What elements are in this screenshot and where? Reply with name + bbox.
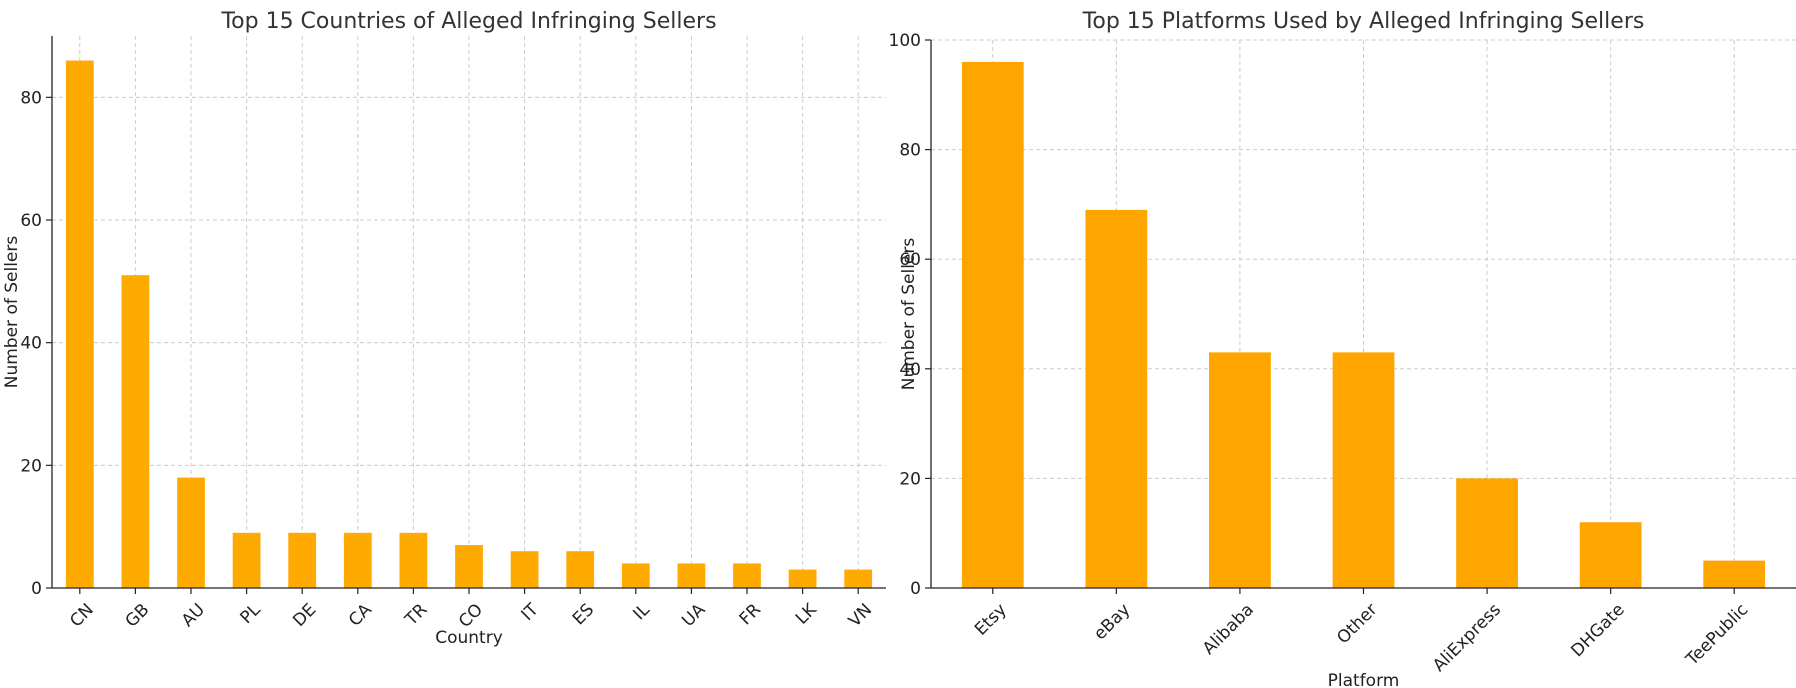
x-tick-label: LK (792, 599, 821, 628)
bar-DE (288, 532, 317, 588)
x-tick-label: UA (678, 600, 709, 631)
x-tick-label: IL (629, 600, 654, 625)
bar-LK (788, 569, 817, 588)
x-tick-label: VN (845, 600, 876, 631)
y-tick-label: 60 (899, 250, 921, 270)
bar-Etsy (961, 61, 1024, 589)
y-tick-label: 40 (899, 360, 921, 380)
bar-CO (455, 545, 483, 588)
x-tick-label: AliExpress (1429, 600, 1505, 676)
chart-title: Top 15 Platforms Used by Alleged Infring… (1082, 9, 1645, 34)
x-tick-label: Other (1333, 600, 1381, 648)
x-tick-label: IT (518, 599, 543, 624)
bar-DHGate (1579, 522, 1642, 588)
x-tick-label: TR (401, 600, 432, 631)
bar-VN (844, 569, 873, 588)
y-tick-label: 0 (910, 579, 921, 599)
bar-CN (65, 60, 94, 589)
y-tick-label: 60 (20, 211, 42, 231)
x-tick-label: eBay (1090, 600, 1134, 644)
x-axis-label: Platform (1328, 671, 1400, 688)
bar-PL (232, 532, 261, 588)
y-tick-label: 0 (31, 579, 42, 599)
x-tick-label: Alibaba (1199, 600, 1258, 659)
y-axis-label: Number of Sellers (899, 238, 919, 391)
x-tick-label: CA (345, 600, 376, 631)
bar-Alibaba (1209, 352, 1271, 588)
x-tick-label: TeePublic (1682, 600, 1753, 671)
bar-IL (621, 563, 650, 588)
bar-TeePublic (1703, 560, 1766, 588)
bar-UA (677, 563, 706, 588)
x-tick-label: DE (289, 600, 320, 631)
y-tick-label: 100 (889, 31, 921, 51)
x-tick-label: DHGate (1567, 600, 1628, 661)
x-tick-label: AU (178, 600, 209, 631)
y-tick-label: 40 (20, 334, 42, 354)
bar-GB (121, 275, 150, 588)
bar-AU (177, 477, 205, 588)
y-tick-label: 20 (899, 469, 921, 489)
bar-ES (566, 551, 595, 588)
y-tick-label: 80 (20, 88, 42, 108)
x-tick-label: PL (237, 600, 265, 628)
x-tick-label: CN (66, 600, 98, 632)
bar-CA (343, 532, 372, 588)
bar-FR (733, 563, 761, 588)
bar-Other (1332, 352, 1395, 588)
chart-title: Top 15 Countries of Alleged Infringing S… (220, 9, 716, 34)
x-axis-label: Country (435, 628, 503, 648)
y-tick-label: 20 (20, 456, 42, 476)
y-axis-label: Number of Sellers (2, 236, 22, 389)
bar-IT (510, 551, 539, 588)
bar-eBay (1085, 209, 1148, 588)
x-tick-label: FR (736, 600, 766, 630)
chart-2: 0 20 40 60 80 100 Etsy eBay Alibaba Other AliExpre… (889, 9, 1796, 688)
y-tick-label: 80 (899, 141, 921, 161)
x-tick-label: GB (122, 600, 154, 632)
bar-AliExpress (1456, 478, 1518, 588)
x-tick-label: ES (569, 600, 598, 629)
x-tick-label: Etsy (971, 600, 1011, 640)
bar-TR (399, 532, 428, 588)
